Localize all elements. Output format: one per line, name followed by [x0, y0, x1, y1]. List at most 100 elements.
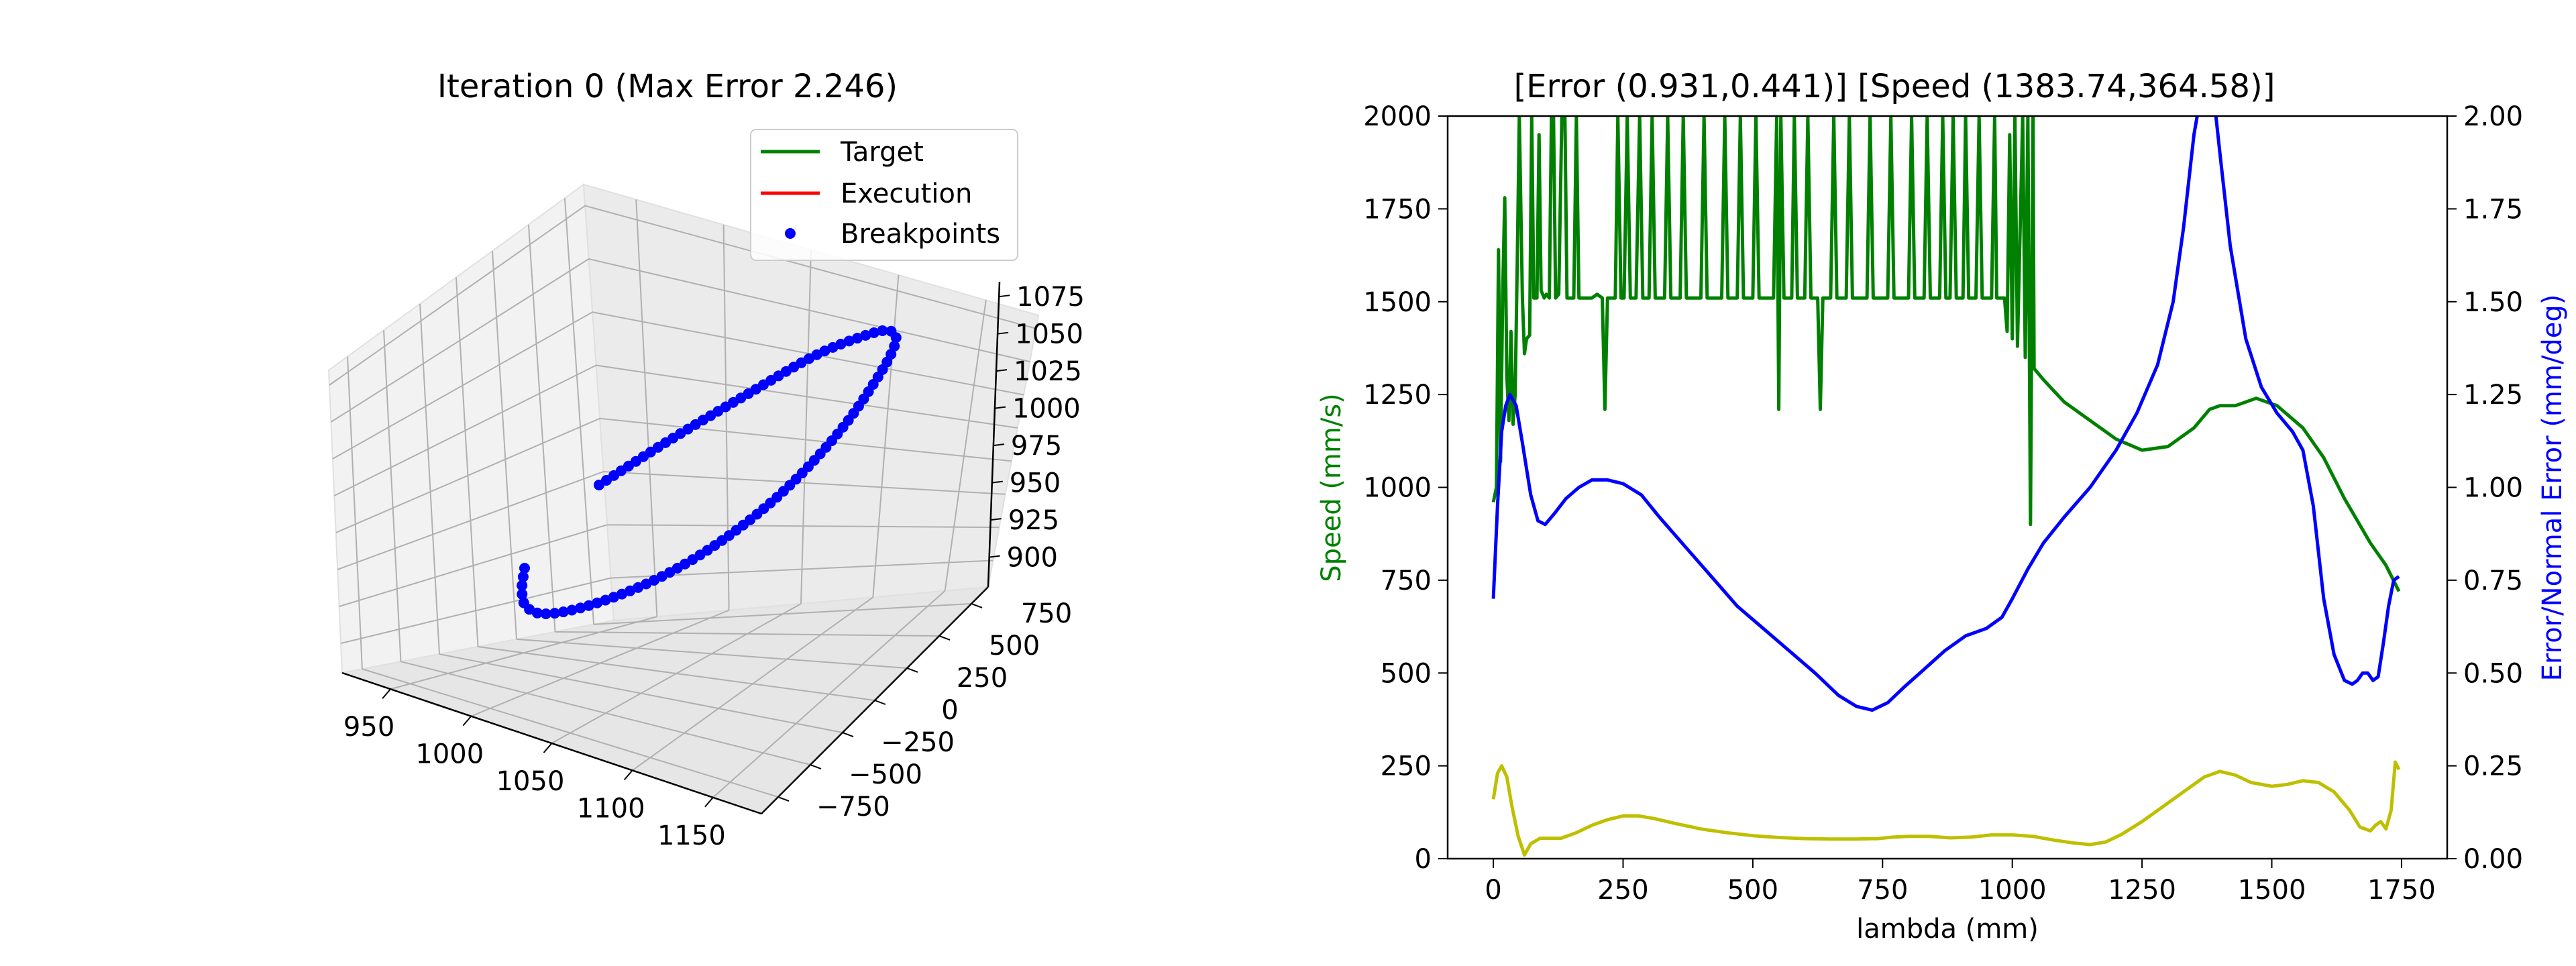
z-tick [999, 294, 1010, 298]
y-tick-label-left: 2000 [1363, 101, 1432, 132]
grid-line-y [400, 661, 811, 765]
y-tick-label: 500 [989, 631, 1040, 661]
y-tick [777, 796, 790, 802]
grid-line-y [555, 631, 940, 637]
z-tick-label: 1050 [1015, 319, 1083, 350]
x-tick-label: 250 [1597, 875, 1648, 906]
y-tick-label-right: 0.50 [2463, 658, 2523, 689]
y-tick-label-right: 0.25 [2463, 751, 2523, 782]
x-tick-label: 1100 [577, 793, 645, 824]
breakpoint [557, 606, 569, 618]
grid-line-y [516, 638, 908, 669]
y-tick-label-right: 1.25 [2463, 380, 2523, 411]
grid-line-x [722, 224, 730, 610]
grid-line-y [383, 330, 402, 662]
y-axis-label-right: Error/Normal Error (mm/deg) [2537, 294, 2568, 682]
y-tick-label-left: 500 [1381, 658, 1432, 689]
z-tick [991, 480, 1003, 484]
plot2d-axes: 0 250 500 750 1000 1250 1500 1750 0 250 500 750 1000… [1363, 101, 2523, 906]
breakpoint [592, 597, 603, 608]
breakpoint [517, 588, 528, 600]
y-tick [971, 603, 983, 608]
grid-line-x [635, 199, 658, 617]
grid-line-y [419, 303, 440, 655]
x-tick [704, 797, 714, 808]
x-tick-label: 0 [1485, 875, 1501, 906]
legend: Target Execution Breakpoints [750, 129, 1018, 261]
breakpoint [633, 582, 644, 593]
y-tick-label: 250 [957, 663, 1008, 694]
grid-line-y [527, 224, 556, 632]
legend-breakpoints-label: Breakpoints [841, 219, 1000, 250]
z-tick-label: 1000 [1012, 394, 1081, 425]
breakpoint [575, 602, 586, 614]
y-tick-label: 750 [1021, 598, 1072, 629]
breakpoint [519, 563, 530, 574]
breakpoints [517, 325, 902, 619]
plot2d: [Error (0.931,0.441)] [Speed (1383.74,36… [1316, 68, 2568, 945]
breakpoint [641, 578, 652, 590]
y-tick [906, 667, 918, 673]
breakpoint [566, 604, 578, 616]
legend-execution-label: Execution [841, 178, 972, 209]
y-tick-label-right: 0.75 [2463, 566, 2523, 596]
y-tick-label-right: 1.50 [2463, 287, 2523, 318]
grid-line-x [800, 250, 812, 604]
y-tick-label-right: 1.75 [2463, 194, 2523, 225]
x-tick-label: 1250 [2108, 875, 2176, 906]
grid-line-y [594, 602, 972, 625]
breakpoint [616, 588, 627, 600]
x-tick-label: 750 [1857, 875, 1908, 906]
z-tick [989, 555, 1000, 558]
breakpoint [583, 600, 594, 611]
plot2d-frame [1446, 115, 2449, 860]
grid-line-y [491, 251, 518, 639]
left-pane [327, 183, 615, 674]
breakpoint [517, 571, 529, 582]
legend-target-label: Target [840, 137, 924, 168]
breakpoint [540, 608, 551, 619]
x-tick-label: 1000 [415, 739, 484, 770]
speed-line [1491, 116, 2401, 592]
breakpoint [827, 341, 839, 353]
error-line [1491, 116, 2400, 712]
y-tick-label-left: 750 [1381, 566, 1432, 596]
grid-line-z [340, 559, 994, 644]
x-tick-label: 1050 [496, 766, 565, 797]
x-tick-label: 1150 [657, 820, 726, 851]
y-tick-label-left: 1250 [1363, 380, 1432, 411]
y-tick-label-right: 0.00 [2463, 844, 2523, 875]
ticks3d: 950 1000 1050 1100 1150 −750−500−250025050075… [343, 282, 1085, 851]
breakpoint [518, 597, 529, 608]
breakpoint [843, 335, 855, 347]
grid-line-y [362, 668, 779, 798]
plot2d-title: [Error (0.931,0.441)] [Speed (1383.74,36… [1514, 68, 2275, 105]
z-tick [996, 369, 1008, 372]
y-tick-label-left: 1000 [1363, 473, 1432, 504]
grid-line-y [478, 646, 875, 701]
x-tick-label: 1750 [2367, 875, 2436, 906]
grid-line-x [944, 300, 987, 591]
y-tick-label: −250 [881, 727, 955, 758]
breakpoint [868, 327, 879, 338]
breakpoint [625, 585, 636, 596]
x-axis-label: lambda (mm) [1856, 914, 2039, 945]
grid-line-y [455, 277, 479, 647]
grid-line-y [347, 356, 363, 669]
y-tick-label-left: 1750 [1363, 194, 1432, 225]
z-tick-label: 925 [1008, 505, 1059, 536]
x-tick [543, 743, 553, 753]
z-tick [994, 406, 1006, 409]
x-tick [623, 769, 633, 781]
breakpoint [819, 345, 830, 357]
grid-line-y [564, 198, 595, 625]
y-tick [810, 764, 822, 769]
z-tick-label: 1025 [1014, 356, 1082, 387]
plot3d: Iteration 0 (Max Error 2.246) 950 1000 105… [327, 68, 1085, 851]
breakpoint [852, 333, 863, 344]
x-tick [462, 715, 472, 727]
plot3d-title: Iteration 0 (Max Error 2.246) [437, 68, 898, 105]
y-tick [938, 635, 951, 641]
y-tick [874, 700, 886, 705]
